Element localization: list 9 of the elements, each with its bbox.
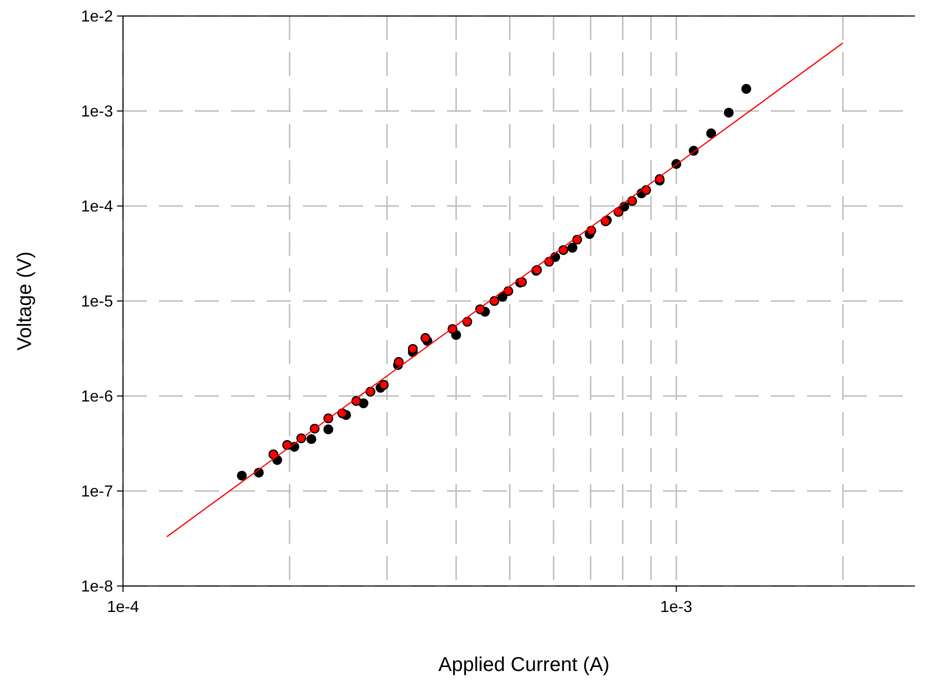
y-tick-label: 1e-8 (80, 578, 114, 596)
y-axis-title: Voltage (V) (14, 252, 36, 350)
y-tick-label: 1e-4 (80, 198, 114, 216)
y-tick-label: 1e-5 (80, 294, 114, 311)
y-tick-label: 1e-6 (80, 388, 114, 406)
y-tick-label: 1e-3 (80, 104, 114, 121)
y-tick-label: 1e-2 (80, 8, 114, 26)
y-tick-label: 1e-7 (80, 484, 114, 501)
x-axis-title: Applied Current (A) (438, 654, 610, 676)
